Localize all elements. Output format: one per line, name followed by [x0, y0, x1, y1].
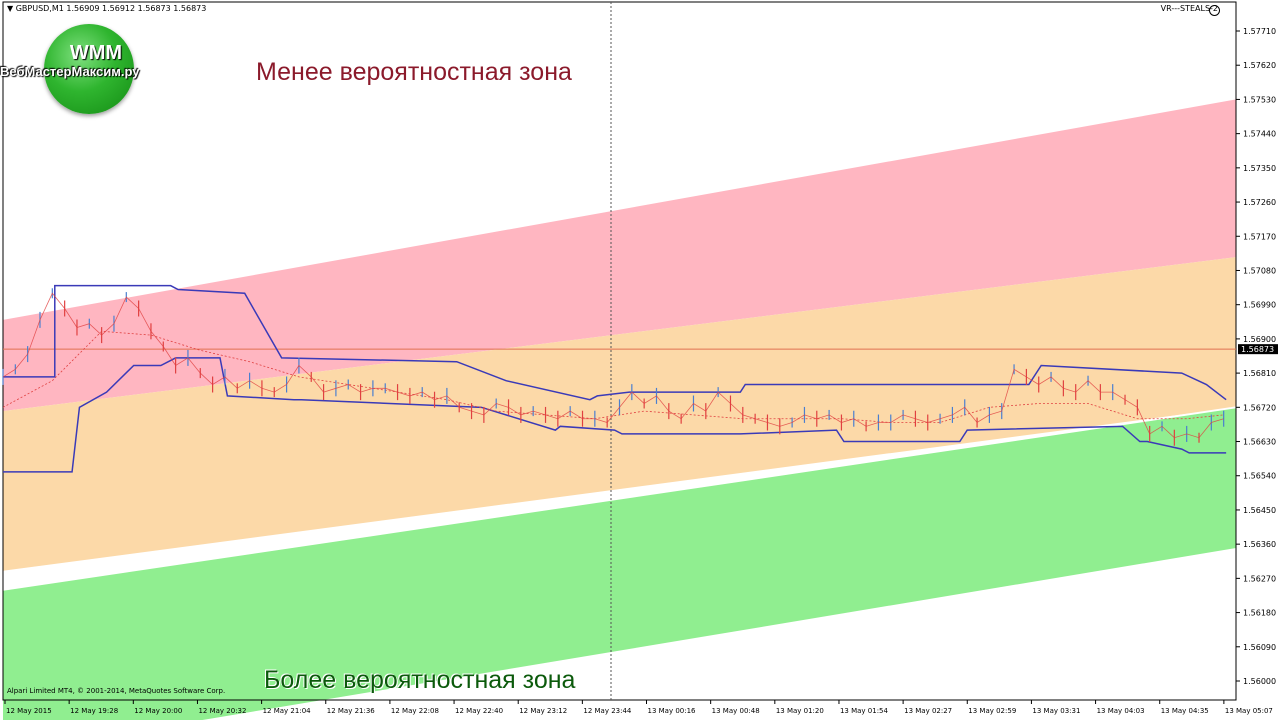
y-tick-label: 1.56720 — [1243, 403, 1276, 412]
y-tick-label: 1.57440 — [1243, 130, 1276, 139]
chart-frame — [2, 1, 1237, 701]
y-tick-label: 1.56000 — [1243, 677, 1276, 686]
channel-upper-line — [3, 284, 1227, 401]
x-tick-label: 12 May 22:40 — [455, 707, 503, 715]
y-tick-label: 1.57080 — [1243, 266, 1276, 275]
y-tick-label: 1.56630 — [1243, 438, 1276, 447]
current-price-label: 1.56873 — [1241, 345, 1274, 354]
x-tick-label: 13 May 00:48 — [712, 707, 760, 715]
y-axis: 1.57710 1.57620 1.57530 1.57440 1.57350 1.572… — [1236, 27, 1278, 686]
y-tick-label: 1.56360 — [1243, 540, 1276, 549]
channel-lower-line — [3, 357, 1227, 473]
x-tick-label: 12 May 23:12 — [519, 707, 567, 715]
y-tick-label: 1.56540 — [1243, 472, 1276, 481]
green-zone — [3, 407, 1236, 720]
pink-zone — [3, 99, 1236, 412]
x-tick-label: 13 May 03:31 — [1032, 707, 1080, 715]
y-tick-label: 1.57530 — [1243, 95, 1276, 104]
logo-circle — [44, 24, 134, 114]
y-tick-label: 1.57710 — [1243, 27, 1276, 36]
y-tick-label: 1.57620 — [1243, 61, 1276, 70]
x-tick-label: 13 May 04:35 — [1161, 707, 1209, 715]
x-tick-label: 12 May 22:08 — [391, 707, 439, 715]
collapse-arrow-icon[interactable]: ▼ — [7, 4, 14, 13]
x-tick-label: 12 May 20:00 — [134, 707, 182, 715]
current-price-box — [1238, 344, 1278, 355]
logo-text: ВебМастерМаксим.ру — [0, 64, 140, 79]
x-tick-label: 13 May 00:16 — [648, 707, 697, 715]
y-tick-label: 1.56810 — [1243, 369, 1276, 378]
price-line — [2, 292, 1224, 439]
x-tick-label: 13 May 01:20 — [776, 707, 824, 715]
y-tick-label: 1.56180 — [1243, 609, 1276, 618]
y-tick-label: 1.57170 — [1243, 232, 1276, 241]
more-probable-zone-label: Более вероятностная зона — [264, 666, 576, 694]
symbol-line: GBPUSD,M1 1.56909 1.56912 1.56873 1.5687… — [15, 4, 207, 13]
x-tick-label: 12 May 19:28 — [70, 707, 118, 715]
series-layer — [2, 284, 1227, 473]
symbol-info: ▼ GBPUSD,M1 1.56909 1.56912 1.56873 1.56… — [7, 4, 206, 13]
y-tick-label: 1.56990 — [1243, 301, 1276, 310]
less-probable-zone-label: Менее вероятностная зона — [256, 58, 572, 86]
y-tick-label: 1.56270 — [1243, 574, 1276, 583]
x-tick-label: 12 May 23:44 — [583, 707, 632, 715]
zone-separator-line — [2, 406, 1237, 591]
y-tick-label: 1.56090 — [1243, 643, 1276, 652]
plot-border — [2, 1, 1237, 701]
x-tick-label: 12 May 21:04 — [263, 707, 312, 715]
indicator-label: VR---STEALS-2 — [1160, 4, 1218, 13]
x-tick-label: 13 May 02:27 — [904, 707, 952, 715]
y-tick-label: 1.56900 — [1243, 335, 1276, 344]
copyright-text: Alpari Limited MT4, © 2001-2014, MetaQuo… — [7, 687, 226, 695]
x-tick-label: 12 May 21:36 — [327, 707, 376, 715]
logo-abbr: WMM — [69, 42, 123, 64]
y-tick-label: 1.56450 — [1243, 506, 1276, 515]
x-tick-label: 13 May 02:59 — [968, 707, 1016, 715]
x-tick-label: 13 May 01:54 — [840, 707, 889, 715]
x-tick-label: 13 May 04:03 — [1097, 707, 1145, 715]
logo: WMM ВебМастерМаксим.ру — [0, 14, 188, 114]
y-tick-label: 1.57260 — [1243, 198, 1276, 207]
x-tick-label: 12 May 2015 — [6, 707, 52, 715]
x-tick-label: 13 May 05:07 — [1225, 707, 1273, 715]
x-axis: 12 May 2015 12 May 19:28 12 May 20:00 12 Ma… — [4, 700, 1273, 715]
y-tick-label: 1.57350 — [1243, 164, 1276, 173]
x-tick-label: 12 May 20:32 — [198, 707, 246, 715]
indicator-settings-icon[interactable] — [1209, 5, 1220, 16]
